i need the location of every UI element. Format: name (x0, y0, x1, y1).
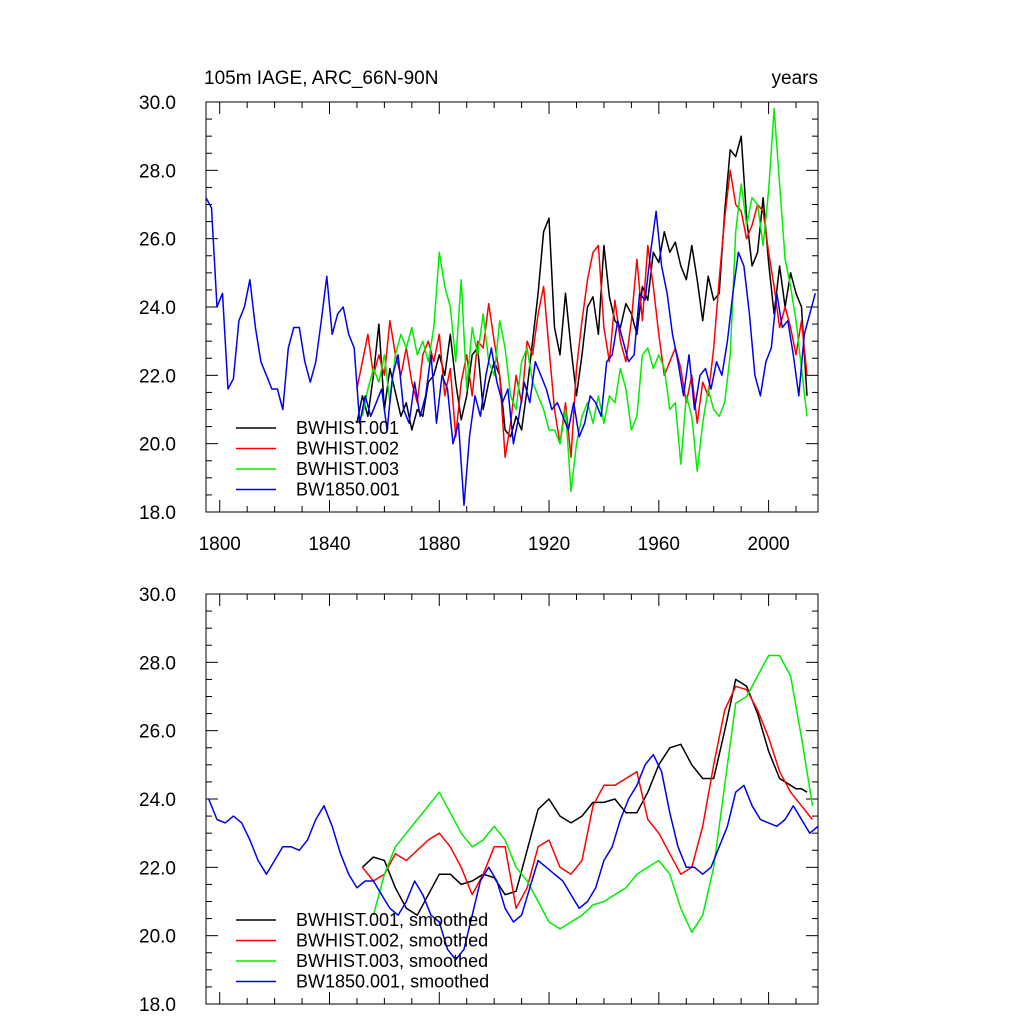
y-tick-label: 26.0 (139, 230, 176, 251)
legend-entry: BW1850.001, smoothed (296, 972, 489, 992)
series-line-bwhist-002-smoothed (361, 685, 814, 910)
series-line-bwhist-001-smoothed (361, 678, 808, 916)
series-line-bw1850-001-smoothed (208, 753, 819, 961)
series-line-bw1850-001 (205, 197, 817, 506)
y-tick-label: 28.0 (139, 653, 176, 674)
legend-entry: BWHIST.003 (296, 459, 399, 479)
y-tick-label: 28.0 (139, 161, 176, 182)
legend-entry: BWHIST.002, smoothed (296, 931, 488, 951)
legend-entry: BW1850.001 (296, 480, 400, 500)
y-tick-label: 30.0 (139, 93, 176, 114)
y-tick-label: 22.0 (139, 366, 176, 387)
y-tick-label: 24.0 (139, 790, 176, 811)
chart-units-label: years (772, 68, 818, 89)
y-tick-label: 26.0 (139, 722, 176, 743)
y-tick-label: 18.0 (139, 995, 176, 1016)
y-tick-label: 30.0 (139, 585, 176, 606)
x-tick-label: 1880 (418, 534, 460, 555)
legend-entry: BWHIST.001, smoothed (296, 910, 488, 930)
series-line-bwhist-003-smoothed (372, 654, 814, 934)
y-tick-label: 24.0 (139, 298, 176, 319)
x-tick-label: 2000 (747, 534, 789, 555)
x-tick-label: 1840 (308, 534, 350, 555)
series-line-bwhist-001 (356, 135, 808, 438)
bottom-panel: 18.0 20.0 22.0 24.0 26.0 28.0 30.0 BWHIST.001, … (139, 585, 819, 1016)
legend-entry: BWHIST.001 (296, 418, 399, 438)
y-tick-label: 22.0 (139, 858, 176, 879)
top-panel: 1800 1840 1880 1920 1960 2000 18.0 20.0 22.0 24.0… (139, 68, 819, 555)
y-tick-label: 20.0 (139, 435, 176, 456)
x-tick-label: 1800 (199, 534, 241, 555)
chart-title: 105m IAGE, ARC_66N-90N (204, 68, 438, 89)
series-line-bwhist-002 (356, 169, 808, 459)
legend-entry: BWHIST.002 (296, 439, 399, 459)
y-tick-label: 18.0 (139, 503, 176, 524)
y-tick-label: 20.0 (139, 927, 176, 948)
x-tick-label: 1960 (638, 534, 680, 555)
legend-entry: BWHIST.003, smoothed (296, 951, 488, 971)
x-tick-label: 1920 (528, 534, 570, 555)
